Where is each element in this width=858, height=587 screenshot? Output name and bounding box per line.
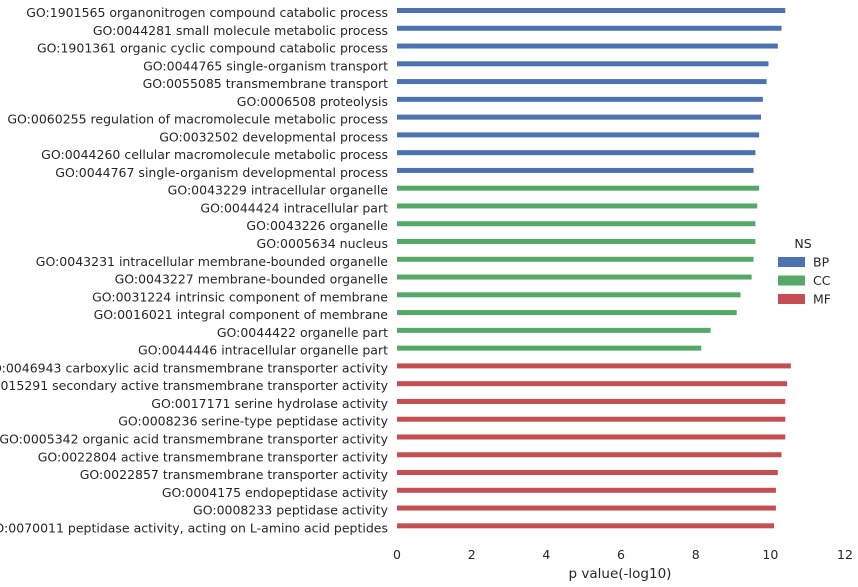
category-label: GO:0060255 regulation of macromolecule m… — [7, 112, 388, 127]
x-axis-title: p value(-log10) — [569, 566, 672, 582]
bar — [397, 8, 786, 13]
bar — [397, 256, 754, 262]
category-label: GO:0022857 transmembrane transporter act… — [80, 467, 389, 482]
category-label: GO:0070011 peptidase activity, acting on… — [0, 520, 388, 535]
category-label: GO:0044424 intracellular part — [200, 200, 388, 215]
x-tick-label: 0 — [393, 547, 401, 562]
bar — [397, 221, 756, 227]
category-label: GO:0043229 intracellular organelle — [168, 183, 389, 198]
category-label: GO:1901565 organonitrogen compound catab… — [26, 5, 388, 20]
bar — [397, 167, 754, 173]
category-label: GO:0043231 intracellular membrane-bounde… — [36, 254, 389, 269]
category-label: GO:0031224 intrinsic component of membra… — [92, 289, 388, 304]
bar — [397, 452, 782, 458]
category-label: GO:0008233 peptidase activity — [193, 503, 389, 518]
x-tick-label: 2 — [468, 547, 476, 562]
bar — [397, 327, 711, 333]
bar — [397, 132, 760, 138]
bar — [397, 505, 776, 511]
bar — [397, 96, 763, 102]
legend-title: NS — [794, 236, 811, 251]
bar — [397, 416, 786, 422]
bars-group — [397, 8, 791, 529]
bar — [397, 61, 769, 67]
category-label: GO:1901361 organic cyclic compound catab… — [37, 41, 388, 56]
bar — [397, 185, 760, 191]
category-label: GO:0055085 transmembrane transport — [143, 76, 389, 91]
category-label: GO:0017171 serine hydrolase activity — [151, 396, 388, 411]
category-label: GO:0005634 nucleus — [257, 236, 388, 251]
bar — [397, 345, 702, 351]
legend-entries-group: BP CC MF — [778, 255, 831, 307]
bar — [397, 310, 737, 316]
category-label: GO:0006508 proteolysis — [237, 94, 388, 109]
category-label: GO:0044767 single-organism developmental… — [55, 165, 388, 180]
category-label: GO:0004175 endopeptidase activity — [162, 485, 389, 500]
legend-label: MF — [813, 292, 831, 307]
legend-swatch — [778, 257, 805, 267]
bar — [397, 203, 758, 209]
category-label: GO:0008236 serine-type peptidase activit… — [118, 414, 388, 429]
category-label: GO:0032502 developmental process — [159, 129, 388, 144]
x-tick-label: 6 — [617, 547, 625, 562]
x-axis-ticks-group: 0 2 4 6 8 10 12 — [393, 547, 853, 562]
category-label: GO:0046943 carboxylic acid transmembrane… — [0, 360, 389, 375]
legend: NS BP CC MF — [778, 236, 831, 307]
category-label: GO:0043227 membrane-bounded organelle — [115, 272, 389, 287]
bar — [397, 434, 786, 440]
bar — [397, 43, 778, 49]
bar — [397, 470, 778, 476]
bar — [397, 239, 756, 245]
bar — [397, 292, 741, 298]
category-label: GO:0044765 single-organism transport — [143, 58, 388, 73]
category-label: GO:0044422 organelle part — [217, 325, 388, 340]
category-label: GO:0005342 organic acid transmembrane tr… — [0, 431, 389, 446]
bar — [397, 150, 756, 156]
legend-swatch — [778, 275, 805, 286]
x-tick-label: 12 — [837, 547, 853, 562]
legend-swatch — [778, 294, 805, 304]
x-tick-label: 10 — [762, 547, 778, 562]
bar — [397, 398, 786, 404]
category-label: GO:0043226 organelle — [246, 218, 388, 233]
category-label: GO:0044260 cellular macromolecule metabo… — [41, 147, 388, 162]
legend-label: CC — [813, 273, 831, 288]
x-tick-label: 4 — [542, 547, 550, 562]
bar — [397, 114, 761, 120]
category-label: GO:0022804 active transmembrane transpor… — [38, 449, 389, 464]
bar — [397, 523, 775, 529]
legend-label: BP — [813, 255, 830, 270]
bar — [397, 381, 788, 387]
x-tick-label: 8 — [692, 547, 700, 562]
bar — [397, 487, 776, 493]
category-label: GO:0044281 small molecule metabolic proc… — [93, 23, 388, 38]
bar — [397, 25, 782, 31]
bar — [397, 79, 767, 85]
bar — [397, 274, 752, 280]
category-label: GO:0044446 intracellular organelle part — [138, 343, 388, 358]
bar — [397, 363, 791, 369]
category-label: GO:0016021 integral component of membran… — [94, 307, 389, 322]
category-labels-group: GO:1901565 organonitrogen compound catab… — [0, 5, 389, 535]
category-label: GO:0015291 secondary active transmembran… — [0, 378, 389, 393]
